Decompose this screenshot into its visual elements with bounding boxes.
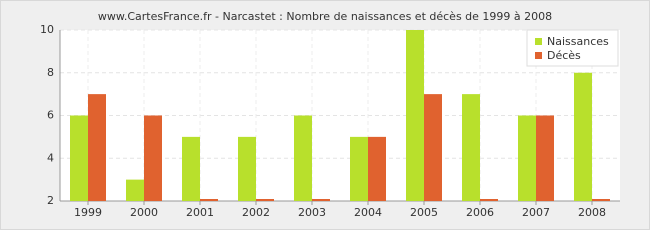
bar xyxy=(182,136,200,201)
x-tick-label: 2007 xyxy=(522,206,550,219)
bar xyxy=(200,199,218,201)
bar xyxy=(518,115,536,201)
legend-swatch xyxy=(535,52,542,59)
legend-label: Naissances xyxy=(547,35,609,48)
bar xyxy=(70,115,88,201)
x-tick-label: 2006 xyxy=(466,206,494,219)
bar xyxy=(424,94,442,201)
y-tick-label: 4 xyxy=(47,151,54,164)
bar xyxy=(256,199,274,201)
legend-swatch xyxy=(535,38,542,45)
x-tick-label: 2002 xyxy=(242,206,270,219)
bar xyxy=(406,30,424,201)
x-tick-label: 2005 xyxy=(410,206,438,219)
x-tick-label: 2001 xyxy=(186,206,214,219)
bar xyxy=(574,72,592,201)
x-tick-label: 2004 xyxy=(354,206,382,219)
bar xyxy=(536,115,554,201)
y-tick-label: 2 xyxy=(47,194,54,207)
x-tick-label: 1999 xyxy=(74,206,102,219)
legend-box xyxy=(526,29,619,67)
bar xyxy=(462,94,480,201)
bar xyxy=(350,136,368,201)
legend-label: Décès xyxy=(547,49,581,62)
x-tick-label: 2008 xyxy=(578,206,606,219)
bar xyxy=(480,199,498,201)
y-tick-label: 6 xyxy=(47,109,54,122)
bar xyxy=(312,199,330,201)
bar xyxy=(592,199,610,201)
bar xyxy=(126,179,144,201)
x-tick-label: 2003 xyxy=(298,206,326,219)
x-tick-label: 2000 xyxy=(130,206,158,219)
bar xyxy=(238,136,256,201)
chart: www.CartesFrance.fr - Narcastet : Nombre… xyxy=(0,0,650,230)
bar xyxy=(88,94,106,201)
bar xyxy=(144,115,162,201)
bar xyxy=(294,115,312,201)
y-tick-label: 10 xyxy=(40,23,54,36)
chart-title: www.CartesFrance.fr - Narcastet : Nombre… xyxy=(98,10,552,23)
y-tick-label: 8 xyxy=(47,66,54,79)
bar xyxy=(368,136,386,201)
